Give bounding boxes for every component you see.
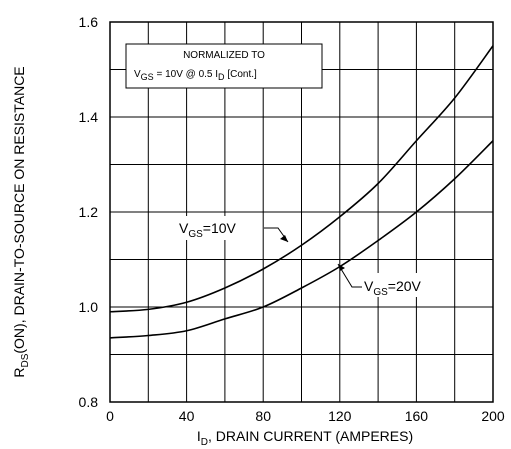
- arrow-vgs10: [280, 235, 288, 242]
- y-tick-label: 1.6: [79, 14, 99, 30]
- curve-label-vgs10: VGS=10V: [176, 216, 288, 242]
- y-tick-label: 1.2: [79, 204, 99, 220]
- y-axis-label: RDS(ON), DRAIN-TO-SOURCE ON RESISTANCE: [11, 66, 31, 377]
- x-tick-label: 120: [328, 408, 352, 424]
- x-tick-label: 0: [106, 408, 114, 424]
- curve-label-vgs20: VGS=20V: [338, 264, 454, 298]
- normalization-note: NORMALIZED TO VGS = 10V @ 0.5 ID [Cont.]: [126, 44, 322, 88]
- y-tick-label: 1.4: [79, 109, 99, 125]
- y-tick-label: 1.0: [79, 299, 99, 315]
- x-tick-label: 80: [255, 408, 271, 424]
- x-axis-label: ID, DRAIN CURRENT (AMPERES): [197, 428, 413, 448]
- x-tick-label: 200: [481, 408, 505, 424]
- note-line-1: NORMALIZED TO: [183, 50, 265, 61]
- y-tick-label: 0.8: [79, 394, 99, 410]
- x-tick-label: 160: [405, 408, 429, 424]
- x-tick-label: 40: [179, 408, 195, 424]
